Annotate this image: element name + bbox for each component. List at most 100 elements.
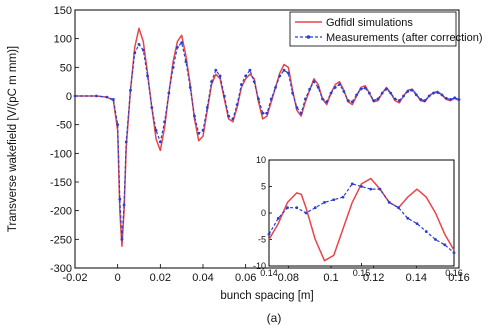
- inset-data-point: [313, 206, 317, 210]
- inset-axis-ticks: 0.14 0.15 0.16 10 5 0 -5 -10: [253, 155, 463, 278]
- inset-y-tick-label: 5: [261, 182, 266, 192]
- main-data-point: [376, 97, 380, 101]
- inset-y-tick-label: 0: [261, 208, 266, 218]
- inset-data-point: [434, 238, 437, 241]
- inset-data-point: [406, 216, 410, 220]
- inset-data-point: [267, 232, 271, 236]
- main-x-tick-label: 0.1: [323, 272, 338, 284]
- inset-data-point: [369, 187, 373, 191]
- main-data-point: [393, 97, 397, 101]
- main-data-point: [222, 94, 226, 98]
- main-data-point: [252, 80, 256, 84]
- main-data-point: [321, 97, 324, 101]
- main-data-point: [291, 91, 294, 95]
- main-data-point: [112, 98, 115, 101]
- main-data-point: [176, 45, 179, 49]
- main-data-point: [380, 91, 384, 95]
- main-data-point: [295, 106, 299, 109]
- inset-data-point: [323, 201, 326, 204]
- main-x-tick-label: 0.06: [235, 272, 256, 284]
- inset-data-point: [350, 182, 354, 186]
- main-data-point: [355, 93, 358, 97]
- main-data-point: [406, 90, 410, 93]
- main-data-point: [261, 111, 265, 115]
- main-data-point: [316, 86, 320, 89]
- main-data-point: [286, 71, 290, 75]
- main-axis-ticks: -0.02 0 0.02 0.04 0.06 0.08 0.1 0.12 0.14 0.16 150…: [50, 5, 470, 284]
- main-data-point: [133, 51, 137, 55]
- inset-data-point: [304, 211, 308, 215]
- main-data-point: [342, 90, 346, 93]
- main-data-point: [231, 117, 235, 121]
- main-data-point: [457, 98, 461, 101]
- main-data-point: [244, 74, 248, 78]
- main-y-tick-label: -300: [50, 263, 72, 275]
- main-data-point: [201, 129, 205, 132]
- main-y-tick-label: 0: [66, 91, 72, 103]
- main-data-point: [154, 129, 158, 132]
- legend: Gdfidl simulations Measurements (after c…: [289, 11, 483, 47]
- inset-series-line-1: [268, 183, 455, 254]
- inset-x-tick-label: 0.16: [445, 268, 463, 278]
- main-data-point: [402, 94, 405, 98]
- main-x-tick-label: 0.14: [406, 272, 427, 284]
- main-data-point: [137, 43, 141, 46]
- main-data-point: [257, 97, 260, 101]
- main-data-point: [449, 98, 452, 101]
- main-data-point: [410, 88, 414, 92]
- main-data-point: [167, 91, 171, 95]
- inset-data-point: [295, 206, 299, 210]
- main-data-point: [197, 131, 201, 135]
- main-x-tick-label: 0.04: [192, 272, 213, 284]
- main-data-point: [312, 80, 316, 84]
- main-data-point: [282, 68, 286, 72]
- main-data-point: [235, 103, 239, 106]
- main-data-point: [278, 74, 282, 78]
- main-data-point: [397, 99, 401, 102]
- main-data-point: [120, 237, 124, 241]
- main-data-point: [308, 87, 312, 91]
- inset-data-point: [415, 222, 419, 226]
- main-data-point: [304, 97, 307, 101]
- legend-box: [289, 11, 457, 47]
- inset-data-point: [378, 187, 382, 191]
- main-data-point: [427, 94, 431, 98]
- main-data-point: [299, 111, 303, 115]
- legend-marker-measurements: [306, 35, 311, 39]
- x-axis-label: bunch spacing [m]: [220, 290, 313, 302]
- main-y-tick-label: -100: [50, 148, 72, 160]
- main-data-point: [265, 111, 269, 115]
- main-data-point: [218, 74, 222, 78]
- inset-data-point: [341, 195, 345, 199]
- main-data-point: [329, 91, 333, 95]
- inset-y-tick-label: -5: [258, 235, 266, 245]
- main-data-point: [122, 203, 126, 207]
- inset-series-line-0: [268, 177, 455, 262]
- main-data-point: [444, 96, 448, 100]
- main-data-point: [414, 93, 418, 97]
- inset-data-point: [360, 185, 363, 188]
- main-data-point: [210, 80, 213, 84]
- inset-plot-frame: [268, 159, 455, 267]
- inset-data-point: [397, 206, 400, 210]
- main-series-layer: [73, 27, 461, 247]
- main-data-point: [436, 91, 440, 94]
- main-data-point: [193, 114, 196, 118]
- main-y-tick-label: -250: [50, 234, 72, 246]
- main-x-tick-label: 0.02: [150, 272, 171, 284]
- main-data-point: [359, 87, 363, 91]
- inset-data-point: [452, 251, 456, 255]
- main-data-point: [372, 99, 376, 102]
- main-x-tick-label: 0.16: [448, 272, 469, 284]
- figure-caption: (a): [267, 311, 282, 325]
- inset-series-layer: [267, 177, 456, 262]
- main-y-tick-label: -50: [56, 120, 72, 132]
- main-data-point: [188, 86, 192, 89]
- inset-data-point: [443, 243, 447, 247]
- main-data-point: [146, 74, 149, 78]
- main-data-point: [333, 86, 337, 89]
- main-data-point: [180, 41, 184, 45]
- main-data-point: [363, 86, 367, 90]
- main-data-point: [73, 94, 77, 98]
